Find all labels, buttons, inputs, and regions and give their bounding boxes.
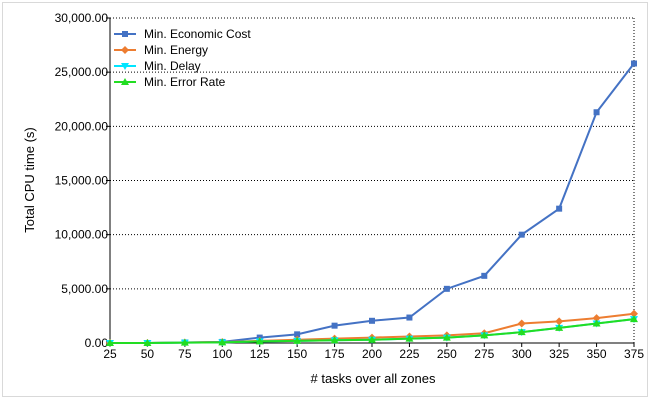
- data-point: [630, 309, 638, 318]
- x-tick-label: 75: [178, 347, 192, 361]
- series-group: [106, 60, 638, 347]
- series-line: [110, 62, 635, 344]
- data-point: [480, 331, 489, 339]
- y-tick-label: 10,000.00: [55, 228, 109, 242]
- x-tick-label: 100: [212, 347, 232, 361]
- data-point: [555, 323, 564, 331]
- x-tick-label: 175: [325, 347, 345, 361]
- data-point: [218, 338, 227, 346]
- data-point: [631, 60, 637, 67]
- x-tick-label: 250: [437, 347, 457, 361]
- data-point: [369, 317, 375, 324]
- x-tick-label: 225: [399, 347, 419, 361]
- legend-label: Min. Error Rate: [144, 75, 226, 89]
- legend-label: Min. Delay: [144, 59, 201, 73]
- x-tick-label: 375: [624, 347, 644, 361]
- x-tick-label: 125: [250, 347, 270, 361]
- y-axis-title: Total CPU time (s): [22, 127, 37, 232]
- y-tick-label: 5,000.00: [61, 282, 108, 296]
- legend-marker: [121, 46, 129, 54]
- data-point: [368, 335, 376, 343]
- data-point: [180, 338, 189, 346]
- legend-label: Min. Economic Cost: [144, 27, 251, 41]
- x-axis-title: # tasks over all zones: [310, 371, 436, 386]
- legend-marker: [121, 63, 129, 70]
- data-point: [630, 315, 638, 323]
- data-point: [405, 334, 414, 342]
- data-point: [143, 339, 152, 346]
- data-point: [592, 319, 601, 327]
- y-tick-label: 0.00: [85, 336, 109, 350]
- tick-labels: 0.00 5,000.00 10,000.00 15,000.00 20,000.00 2…: [55, 11, 645, 361]
- series-3: [106, 315, 638, 346]
- legend-item: Min. Energy: [114, 43, 208, 57]
- data-point: [293, 336, 302, 344]
- data-point: [331, 322, 338, 329]
- legend-item: Min. Error Rate: [114, 75, 226, 89]
- legend: Min. Economic Cost Min. Energy Min. Delay M…: [114, 27, 251, 89]
- data-point: [443, 285, 450, 292]
- data-point: [593, 109, 600, 116]
- legend-label: Min. Energy: [144, 43, 208, 57]
- x-tick-label: 350: [587, 347, 607, 361]
- y-tick-label: 25,000.00: [55, 65, 109, 79]
- series-0: [107, 60, 637, 346]
- data-point: [517, 328, 526, 336]
- legend-item: Min. Delay: [114, 59, 201, 73]
- data-point: [518, 231, 525, 238]
- x-tick-label: 325: [549, 347, 569, 361]
- data-point: [481, 272, 488, 279]
- data-point: [406, 314, 413, 321]
- legend-marker: [121, 78, 129, 85]
- x-tick-label: 275: [474, 347, 494, 361]
- data-point: [556, 205, 563, 212]
- y-tick-label: 15,000.00: [55, 174, 109, 188]
- data-point: [592, 314, 601, 323]
- x-tick-label: 300: [512, 347, 532, 361]
- data-point: [517, 319, 526, 328]
- data-point: [255, 337, 264, 345]
- x-tick-label: 200: [362, 347, 382, 361]
- data-point: [555, 317, 564, 326]
- legend-marker: [122, 31, 128, 37]
- y-tick-label: 20,000.00: [55, 119, 109, 133]
- grid: [110, 17, 635, 343]
- data-point: [106, 339, 114, 346]
- data-point: [442, 333, 451, 341]
- x-tick-label: 25: [103, 347, 117, 361]
- data-point: [330, 336, 339, 344]
- x-tick-label: 50: [141, 347, 155, 361]
- x-tick-label: 150: [287, 347, 307, 361]
- legend-item: Min. Economic Cost: [114, 27, 251, 41]
- data-point: [294, 331, 301, 338]
- y-tick-label: 30,000.00: [55, 11, 109, 25]
